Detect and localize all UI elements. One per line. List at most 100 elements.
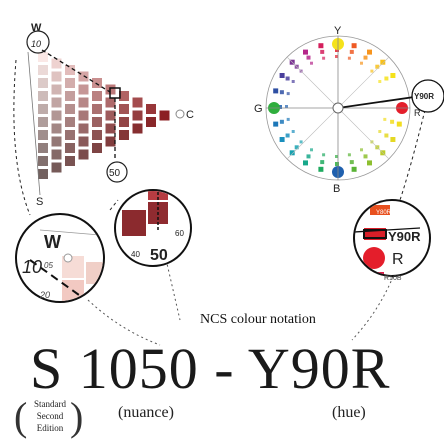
hue-swatch [347,153,351,157]
triangle-swatch [146,117,156,127]
zoom-r10b-label: R10B [384,275,402,282]
hue-swatch [286,117,290,121]
zoom-10-label: 10 [22,257,42,277]
hue-swatch [279,119,284,124]
triangle-swatch [38,65,48,75]
triangle-swatch [65,78,75,88]
triangle-swatch [51,136,62,147]
hue-swatch [351,166,357,172]
edition-line-2: Second [36,411,64,421]
hue-swatch [291,130,295,133]
hue-swatch [299,140,303,144]
triangle-swatch [119,104,129,114]
triangle-swatch [105,123,116,134]
zoom-20-label: 20 [39,290,50,300]
triangle-swatch [78,84,89,95]
triangle-swatch [105,110,116,121]
hue-swatch [279,90,284,95]
hue-swatch [347,56,351,60]
edition-line-1: Standard [34,399,66,409]
hue-swatch [285,105,288,108]
hue-swatch [320,49,325,54]
hue-swatch [390,137,396,142]
triangle-swatch [51,162,62,173]
triangle-swatch [65,104,75,114]
triangle-swatch [51,71,62,82]
marker-50-label: 50 [109,168,121,179]
hue-swatch [375,64,380,69]
hue-swatch [335,155,338,158]
hue-swatch [289,150,295,156]
hue-b-label: B [333,183,340,195]
hue-swatch [273,121,279,127]
hue-label: (hue) [332,404,366,421]
triangle-swatch [51,84,62,95]
connector-bottom-mid [164,254,181,321]
corner-c-dot [175,109,185,119]
hue-swatch [360,61,363,65]
hue-swatch [384,76,389,81]
hue-swatch [367,49,372,55]
triangle-swatch [51,123,62,134]
hue-swatch [335,48,339,52]
marker-50 [106,161,128,183]
marker-top-label: 10 [31,39,41,49]
triangle-swatch [119,91,129,101]
triangle-swatch [132,110,143,121]
triangle-swatch [105,97,116,108]
triangle-swatch [38,52,48,62]
zoom-w-label: W [44,232,61,252]
triangle-swatch [146,104,156,114]
hue-swatch [390,73,396,78]
zoom-60-label: 60 [175,229,184,238]
hue-swatch [286,92,290,96]
triangle-swatch [78,97,89,108]
hue-swatch [378,130,382,133]
triangle-swatch [92,91,102,101]
hue-swatch [291,80,295,83]
hue-swatch [396,121,402,127]
zoom-hue: Y80R Y90R R R10B [353,199,431,282]
triangle-swatch [65,117,75,127]
triangle-swatch [38,78,48,88]
triangle-swatch [92,104,102,114]
zoom-nuance: 40 50 60 [114,189,192,267]
whiteness-dash-line [41,49,111,93]
triangle-swatch [65,130,75,140]
corner-c-label: C [186,109,194,121]
hue-swatch [294,145,299,150]
hue-swatch [349,160,354,165]
zoom-y80r-label: Y80R [376,210,392,216]
hue-swatch [383,117,387,121]
triangle-swatch [51,97,62,108]
hue-swatch [318,166,324,172]
connector-bottom-left [87,299,161,346]
hue-swatch [278,105,282,109]
hue-swatch [335,162,339,166]
triangle-swatch [51,58,62,69]
hue-swatch [285,133,290,138]
triangle-swatch [38,91,48,101]
hue-swatch [310,148,313,152]
ncs-notation-code: S 1050 - Y90R [30,336,391,401]
connector-left [13,59,31,216]
triangle-swatch [132,97,143,108]
connector-bottom-right [351,271,396,341]
corner-s-label: S [36,196,43,208]
edition-paren-right: ) [70,394,84,439]
hue-swatch [322,56,326,60]
triangle-swatch [38,169,48,179]
hue-y-label: Y [334,25,342,37]
hue-r-label: R [414,108,421,118]
hue-swatch [273,88,279,94]
triangle-swatch [38,156,48,166]
hue-swatch [320,160,325,165]
hue-swatch [378,80,382,83]
edition-line-3: Edition [36,423,64,433]
triangle-swatch [65,156,75,166]
zoom-05-label: 05 [44,261,53,270]
edition-paren-left: ( [14,394,28,439]
hue-swatch [303,160,308,166]
hue-swatch [367,160,372,166]
